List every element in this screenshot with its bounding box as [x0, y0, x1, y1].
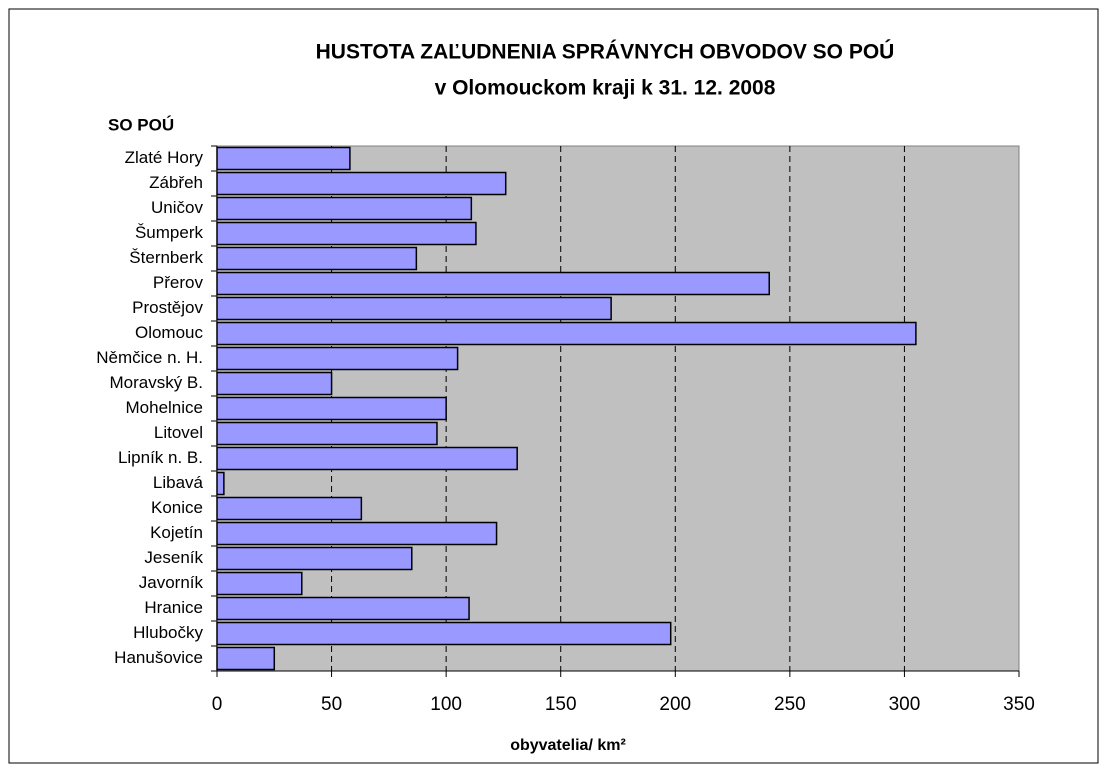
bar [216, 621, 672, 646]
y-tick-label: Němčice n. H. [96, 348, 203, 367]
y-tick-label: Šumperk [135, 223, 204, 242]
x-tick-label: 250 [774, 694, 806, 715]
y-tick-label: Javorník [139, 573, 204, 592]
y-tick-label: Přerov [153, 273, 204, 292]
bar [216, 321, 917, 346]
x-tick-label: 350 [1003, 694, 1035, 715]
y-tick-label: Olomouc [135, 323, 204, 342]
chart-title: HUSTOTA ZAĽUDNENIA SPRÁVNYCH OBVODOV SO … [316, 40, 895, 64]
bar [216, 146, 351, 171]
x-tick-label: 100 [430, 694, 462, 715]
y-tick-label: Lipník n. B. [118, 448, 203, 467]
y-tick-label: Uničov [151, 198, 203, 217]
x-tick-label: 150 [545, 694, 577, 715]
y-tick-label: Šternberk [129, 248, 203, 267]
y-tick-label: Jeseník [144, 548, 203, 567]
bar [216, 471, 225, 496]
y-tick-label: Konice [151, 498, 203, 517]
bar [216, 546, 413, 571]
y-tick-label: Hranice [144, 598, 203, 617]
bar [216, 421, 438, 446]
bar [216, 246, 418, 271]
y-tick-label: Zlaté Hory [125, 148, 204, 167]
x-axis-label: obyvatelia/ km² [510, 737, 626, 754]
x-tick-label: 0 [212, 694, 223, 715]
bar [216, 296, 612, 321]
x-tick-label: 200 [659, 694, 691, 715]
bar [216, 571, 303, 596]
y-tick-label: Zábřeh [149, 173, 203, 192]
bar [216, 171, 507, 196]
bar [216, 346, 459, 371]
bar [216, 196, 473, 221]
chart-subtitle: v Olomouckom kraji k 31. 12. 2008 [435, 77, 776, 100]
y-tick-label: Mohelnice [126, 398, 204, 417]
y-tick-label: Hlubočky [133, 623, 203, 642]
bar [216, 371, 333, 396]
y-tick-label: Prostějov [132, 298, 203, 317]
bar [216, 396, 447, 421]
bar [216, 271, 770, 296]
bar [216, 521, 498, 546]
y-tick-label: Kojetín [150, 523, 203, 542]
bar [216, 596, 470, 621]
y-tick-label: Libavá [153, 473, 204, 492]
y-axis-label: SO POÚ [108, 115, 174, 134]
x-tick-label: 50 [321, 694, 342, 715]
bar [216, 646, 276, 671]
bar [216, 496, 363, 521]
bar [216, 446, 518, 471]
y-tick-label: Litovel [154, 423, 203, 442]
y-tick-label: Hanušovice [114, 648, 203, 667]
x-tick-label: 300 [889, 694, 921, 715]
bar [216, 221, 477, 246]
y-tick-label: Moravský B. [109, 373, 203, 392]
